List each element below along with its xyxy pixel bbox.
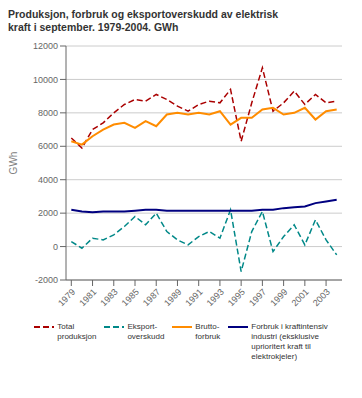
svg-text:8000: 8000 <box>38 108 58 118</box>
html-text:Produksjon, forbruk og eksport: Produksjon, forbruk og eksportoverskudd … <box>8 8 279 33</box>
svg-text:6000: 6000 <box>38 141 58 151</box>
svg-text:1999: 1999 <box>268 287 289 308</box>
svg-text:10000: 10000 <box>33 75 58 85</box>
html-text:Total produksjon: Total produksjon <box>57 322 97 341</box>
svg-text:1991: 1991 <box>183 287 204 308</box>
svg-text:12000: 12000 <box>33 41 58 51</box>
svg-text:4000: 4000 <box>38 175 58 185</box>
svg-text:2001: 2001 <box>290 287 311 308</box>
html-text:Brutto- forbruk: Brutto- forbruk <box>195 322 221 341</box>
svg-text:1979: 1979 <box>56 287 77 308</box>
html-text:Eksport- overskudd: Eksport- overskudd <box>127 322 165 341</box>
svg-text:0: 0 <box>53 242 58 252</box>
svg-text:1997: 1997 <box>247 287 268 308</box>
svg-text:1981: 1981 <box>77 287 98 308</box>
svg-text:1995: 1995 <box>226 287 247 308</box>
svg-text:1993: 1993 <box>205 287 226 308</box>
svg-text:2003: 2003 <box>311 287 332 308</box>
svg-text:1987: 1987 <box>141 287 162 308</box>
html-text:Forbruk i kraftintensiv indust: Forbruk i kraftintensiv industri (eksklu… <box>251 322 328 361</box>
svg-text:1983: 1983 <box>98 287 119 308</box>
svg-text:-2000: -2000 <box>35 275 58 285</box>
svg-text:GWh: GWh <box>8 152 19 175</box>
svg-text:1985: 1985 <box>120 287 141 308</box>
svg-text:1989: 1989 <box>162 287 183 308</box>
svg-text:2000: 2000 <box>38 208 58 218</box>
